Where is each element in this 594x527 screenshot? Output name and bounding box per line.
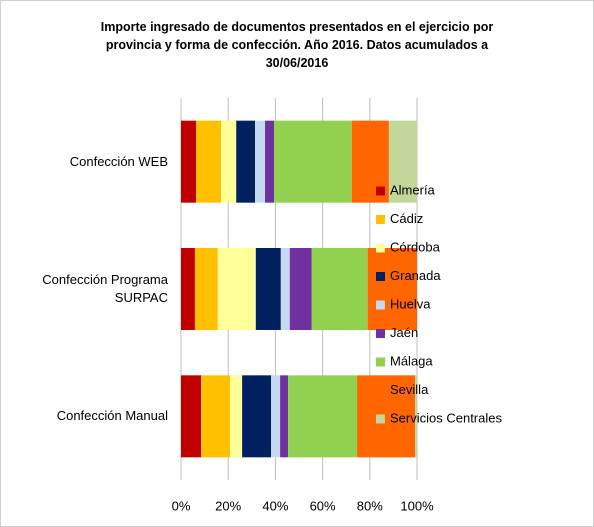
legend-swatch [376, 243, 385, 253]
bar-segment [367, 248, 417, 330]
y-tick-label: Confección Programa SURPAC [42, 272, 168, 305]
bar-segment [311, 248, 368, 330]
legend-label: Almería [390, 182, 436, 197]
legend-label: Sevilla [390, 382, 429, 397]
bar-segment [280, 375, 289, 458]
bar-segment [236, 120, 256, 203]
x-tick-label: 20% [215, 498, 241, 513]
bar-segment [181, 375, 202, 458]
legend-swatch [376, 300, 385, 310]
bar-segment [280, 248, 290, 330]
legend-label: Granada [390, 268, 441, 283]
legend-swatch [376, 329, 385, 338]
bar-segment [196, 120, 222, 203]
legend-swatch [376, 272, 385, 281]
bar-segment [357, 375, 416, 458]
bar-segment [242, 375, 272, 458]
legend-label: Cádiz [390, 211, 423, 226]
bar-segment [271, 375, 281, 458]
bar-segment [273, 120, 352, 203]
legend-swatch [376, 357, 385, 367]
bar-segment [288, 375, 358, 458]
bar-segment [289, 248, 312, 330]
legend-swatch [376, 215, 385, 224]
bar-segment [221, 120, 237, 203]
legend-label: Huelva [390, 296, 431, 311]
x-tick-label: 80% [357, 498, 383, 513]
bar-segment [194, 248, 218, 330]
bar-segment [201, 375, 231, 458]
bar-segment [255, 120, 266, 203]
bar-segment [230, 375, 243, 458]
x-tick-label: 60% [310, 498, 336, 513]
legend-label: Málaga [390, 353, 433, 368]
y-tick-label: Confección Manual [56, 408, 168, 424]
bar-segment [181, 248, 195, 330]
legend-swatch [376, 186, 385, 196]
bar-segment [415, 375, 417, 458]
x-tick-label: 100% [400, 498, 434, 513]
bar-segment [388, 120, 417, 203]
bar-segment [255, 248, 281, 330]
legend-swatch [376, 414, 385, 424]
legend-label: Córdoba [390, 239, 441, 254]
bar-segment [217, 248, 256, 330]
legend-swatch [376, 386, 385, 395]
chart-title: Importe ingresado de documentos presenta… [100, 20, 494, 70]
legend-label: Jaén [390, 325, 418, 340]
bar-segment [265, 120, 274, 203]
x-tick-label: 0% [172, 498, 191, 513]
y-tick-label: Confección WEB [69, 153, 168, 169]
x-tick-label: 40% [262, 498, 288, 513]
bar-segment [181, 120, 197, 203]
legend-label: Servicios Centrales [390, 410, 502, 425]
